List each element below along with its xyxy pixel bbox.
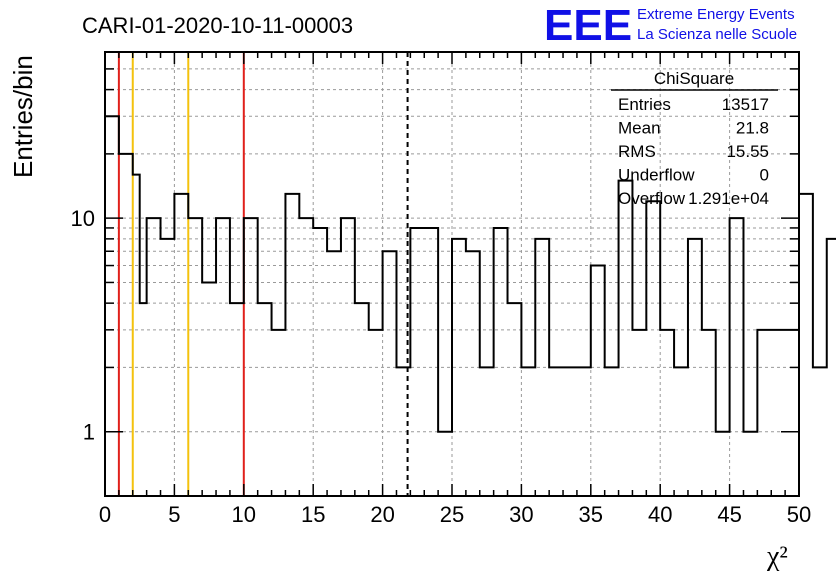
x-tick-label: 0 [99, 502, 111, 527]
x-tick-label: 30 [509, 502, 533, 527]
stats-value: 13517 [722, 95, 769, 114]
stats-box: ChiSquare Entries 13517 Mean 21.8 RMS 15.55 Un… [611, 69, 778, 208]
stats-label: Mean [618, 119, 661, 138]
x-tick-label: 10 [232, 502, 256, 527]
x-tick-label: 45 [717, 502, 741, 527]
x-tick-label: 5 [168, 502, 180, 527]
chart-title: CARI-01-2020-10-11-00003 [82, 13, 353, 38]
x-tick-label: 20 [370, 502, 394, 527]
y-tick-label: 1 [83, 420, 95, 445]
stats-value: 0 [760, 166, 769, 185]
stats-label: RMS [618, 142, 656, 161]
x-tick-label: 40 [648, 502, 672, 527]
histogram-line [105, 115, 836, 433]
stats-title: ChiSquare [654, 69, 734, 88]
marker-lines [117, 52, 409, 496]
stats-label: Overflow [618, 189, 686, 208]
x-tick-label: 35 [579, 502, 603, 527]
stats-label: Entries [618, 95, 671, 114]
stats-value: 21.8 [736, 119, 769, 138]
y-axis-label: Entries/bin [8, 55, 38, 178]
y-tick-label: 10 [71, 206, 95, 231]
x-axis-label: χ² [766, 541, 788, 572]
x-tick-label: 50 [787, 502, 811, 527]
eee-logo: EEE [544, 1, 632, 50]
logo-line1: Extreme Energy Events [637, 6, 795, 23]
axis-ticks: 0 5 10 15 20 25 30 35 40 45 50 1 10 [71, 52, 811, 527]
stats-label: Underflow [618, 166, 695, 185]
stats-value: 15.55 [726, 142, 769, 161]
x-tick-label: 25 [440, 502, 464, 527]
logo-line2: La Scienza nelle Scuole [637, 26, 797, 43]
x-tick-label: 15 [301, 502, 325, 527]
stats-value: 1.291e+04 [688, 189, 769, 208]
